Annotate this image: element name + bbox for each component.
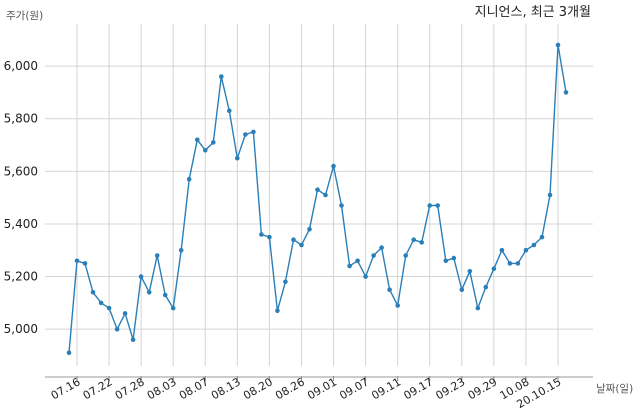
data-point bbox=[339, 203, 344, 208]
data-point bbox=[371, 253, 376, 258]
data-point bbox=[154, 253, 160, 258]
data-point bbox=[114, 326, 120, 332]
data-point bbox=[243, 132, 248, 137]
data-point bbox=[219, 74, 224, 79]
data-point bbox=[122, 311, 128, 316]
x-tick-label: 08.03 bbox=[145, 375, 179, 402]
y-tick-label: 5,200 bbox=[4, 270, 38, 284]
data-point bbox=[499, 247, 505, 253]
data-point bbox=[347, 263, 352, 269]
data-point bbox=[539, 234, 545, 240]
data-point bbox=[531, 242, 537, 248]
x-tick-label: 09.29 bbox=[466, 375, 500, 402]
data-point bbox=[235, 155, 240, 161]
y-tick-label: 6,000 bbox=[4, 59, 38, 73]
data-point bbox=[203, 148, 208, 153]
data-point bbox=[106, 305, 112, 311]
data-point bbox=[227, 108, 232, 114]
x-tick-label: 07.28 bbox=[113, 375, 147, 402]
series-layer bbox=[66, 42, 569, 356]
data-point bbox=[515, 261, 521, 266]
data-point bbox=[130, 337, 136, 343]
y-tick-labels: 5,000 5,200 5,400 5,600 5,800 6,000 bbox=[4, 59, 38, 336]
x-axis-label: 날짜(일) bbox=[596, 382, 633, 395]
x-tick-labels: 07.1607.2207.2808.0308.0708.1308.2008.26… bbox=[49, 375, 564, 411]
x-tick-label: 09.07 bbox=[337, 375, 371, 402]
series-line bbox=[68, 44, 567, 353]
data-point bbox=[363, 274, 368, 279]
y-axis-label: 주가(원) bbox=[6, 10, 43, 22]
data-point bbox=[299, 242, 304, 248]
data-point bbox=[419, 240, 425, 245]
data-point bbox=[411, 237, 417, 242]
data-point bbox=[98, 300, 104, 306]
x-tick-label: 09.11 bbox=[369, 375, 403, 402]
data-point bbox=[211, 140, 216, 145]
data-point bbox=[507, 261, 513, 266]
data-point bbox=[283, 279, 288, 285]
data-point bbox=[323, 192, 328, 198]
data-point bbox=[186, 176, 192, 182]
data-point bbox=[178, 247, 184, 253]
data-point bbox=[74, 258, 80, 264]
x-tick-label: 09.23 bbox=[434, 375, 468, 402]
data-point bbox=[90, 290, 96, 295]
y-tick-label: 5,800 bbox=[4, 112, 38, 126]
data-point bbox=[555, 42, 561, 48]
data-point bbox=[146, 290, 152, 295]
data-point bbox=[162, 292, 168, 298]
y-tick-label: 5,600 bbox=[4, 164, 38, 178]
data-point bbox=[451, 255, 457, 261]
data-point bbox=[251, 129, 256, 135]
data-point bbox=[395, 303, 401, 308]
data-point bbox=[307, 226, 312, 232]
data-point bbox=[523, 247, 529, 253]
axes bbox=[45, 376, 593, 381]
data-point bbox=[435, 203, 441, 208]
data-point bbox=[82, 261, 88, 266]
data-point bbox=[170, 305, 176, 311]
data-point bbox=[195, 137, 200, 143]
x-tick-label: 08.26 bbox=[273, 375, 307, 402]
x-tick-label: 08.20 bbox=[241, 375, 275, 402]
data-point bbox=[459, 287, 465, 293]
y-tick-label: 5,400 bbox=[4, 217, 38, 231]
x-tick-label: 08.07 bbox=[177, 375, 211, 402]
data-point bbox=[563, 90, 569, 95]
x-tick-label: 07.22 bbox=[81, 375, 115, 402]
x-tick-label: 08.13 bbox=[209, 375, 243, 402]
data-point bbox=[275, 308, 280, 314]
data-point bbox=[547, 192, 553, 198]
data-point bbox=[315, 187, 320, 192]
data-point bbox=[443, 258, 449, 264]
y-tick-label: 5,000 bbox=[4, 322, 38, 336]
chart-title: 지니언스, 최근 3개월 bbox=[475, 5, 591, 20]
x-tick-label: 07.16 bbox=[49, 375, 83, 402]
data-point bbox=[403, 253, 409, 258]
data-point bbox=[138, 274, 144, 279]
grid bbox=[45, 24, 593, 366]
data-point bbox=[387, 287, 392, 293]
data-point bbox=[259, 232, 264, 237]
data-point bbox=[379, 245, 384, 250]
x-tick-label: 09.17 bbox=[401, 375, 435, 402]
data-point bbox=[355, 258, 360, 264]
x-tick-label: 09.01 bbox=[305, 375, 339, 402]
data-point bbox=[475, 305, 481, 311]
data-point bbox=[267, 234, 272, 240]
data-point bbox=[467, 269, 473, 274]
data-point bbox=[483, 284, 489, 290]
data-point bbox=[291, 237, 296, 242]
data-point bbox=[331, 163, 336, 169]
data-point bbox=[491, 266, 497, 272]
data-point bbox=[427, 203, 433, 208]
data-point bbox=[66, 350, 72, 356]
